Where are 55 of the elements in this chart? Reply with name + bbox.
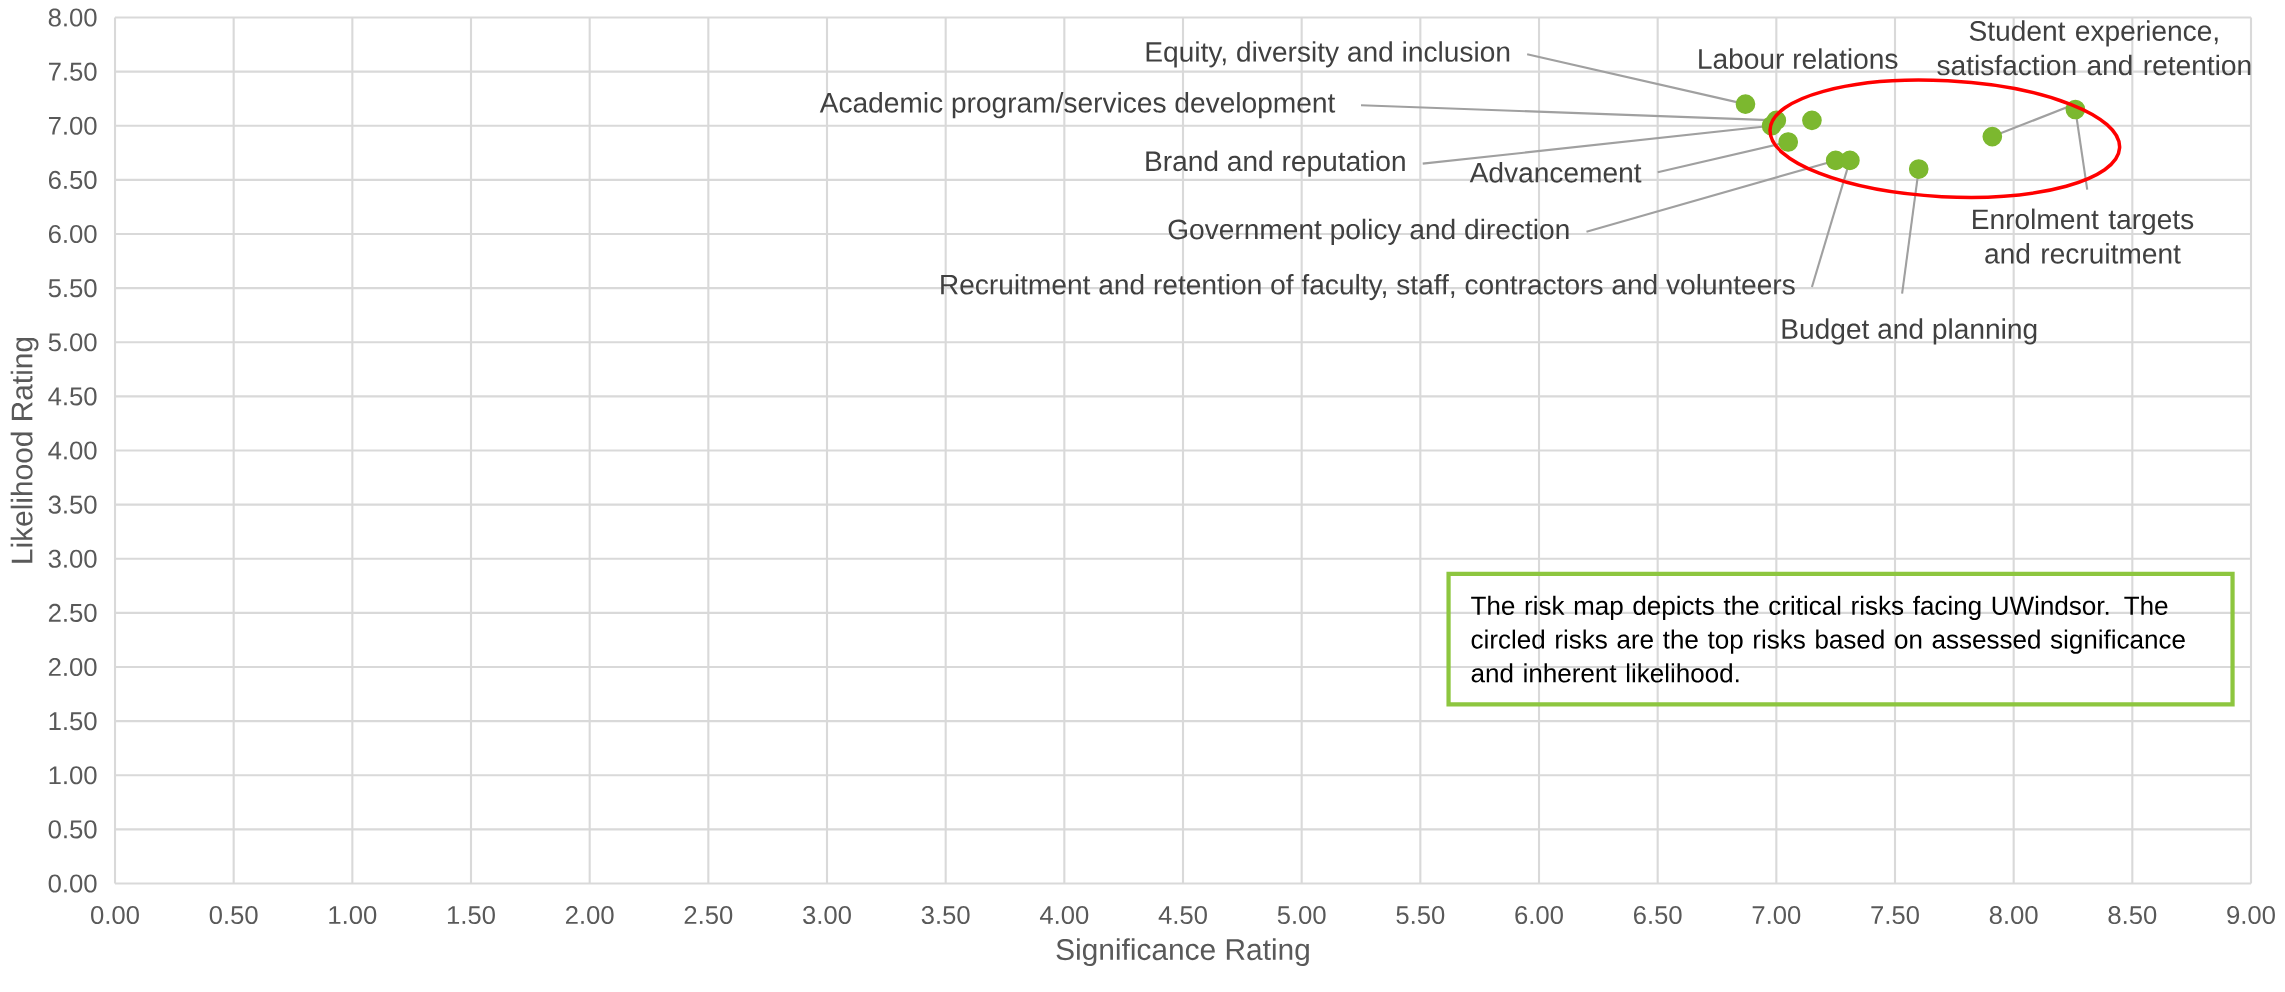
x-tick-label: 7.00: [1752, 906, 1801, 925]
annotation: Enrolment targets and recruitment: [1973, 208, 2194, 264]
x-tick-label: 4.50: [1158, 906, 1207, 925]
y-tick-label: 7.50: [48, 62, 97, 81]
point: [1778, 132, 1799, 153]
y-tick-label: 6.50: [48, 171, 97, 190]
x-tick-label: 5.00: [1277, 906, 1326, 925]
y-tick-label: 0.00: [48, 874, 97, 893]
point: [1802, 110, 1822, 131]
y-tick-label: 8.00: [48, 8, 97, 27]
y-tick-label: 6.00: [48, 225, 97, 244]
y-tick-label: 0.50: [48, 820, 97, 839]
y-tick-label: 3.50: [48, 495, 97, 514]
x-tick-label: 0.50: [209, 906, 258, 925]
y-tick-label: 2.00: [48, 658, 97, 677]
x-tick-label: 4.00: [1039, 906, 1089, 925]
annotation: Academic program/services development: [819, 92, 1336, 119]
x-tick-label: 3.50: [921, 906, 970, 925]
y-tick-label: 7.00: [48, 116, 97, 136]
x-tick-label: 7.50: [1871, 906, 1919, 925]
y-axis-title: Likelihood Rating: [10, 338, 39, 563]
y-tick-label: 1.00: [49, 766, 97, 785]
annotation: The risk map depicts the critical risks facing UWindsor. The circled risks are the top risks based on assessed significance and inherent likelihood.: [1471, 596, 2185, 683]
y-tick-label: 5.50: [48, 279, 97, 298]
point: [1735, 94, 1756, 115]
x-tick-label: 1.50: [447, 906, 495, 925]
y-tick-label: 1.50: [49, 712, 97, 731]
x-axis-title: Significance Rating: [1056, 938, 1309, 967]
x-tick-label: 8.50: [2108, 906, 2157, 925]
point: [1908, 159, 1929, 180]
x-tick-label: 5.50: [1396, 906, 1445, 925]
y-tick-label: 4.50: [48, 387, 97, 406]
y-tick-label: 4.00: [48, 441, 97, 460]
y-tick-label: 3.00: [48, 549, 97, 569]
annotation: Recruitment and retention of faculty, staff, contractors and volunteers: [941, 274, 1795, 301]
x-tick-label: 2.50: [684, 906, 733, 925]
x-tick-label: 6.50: [1634, 906, 1682, 925]
point: [1840, 150, 1860, 171]
point: [1982, 126, 2003, 147]
x-tick-label: 9.00: [2227, 906, 2275, 925]
annotation: Student experience, satisfaction and retention: [1937, 20, 2251, 76]
annotation: Labour relations: [1699, 48, 1898, 70]
annotation: Budget and planning: [1782, 318, 2037, 345]
annotation: Advancement: [1469, 162, 1642, 183]
x-tick-label: 6.00: [1515, 906, 1563, 925]
x-tick-label: 0.00: [91, 906, 139, 925]
x-tick-label: 1.00: [329, 906, 377, 925]
y-tick-label: 5.00: [48, 333, 97, 352]
y-tick-label: 2.50: [48, 604, 97, 623]
x-tick-label: 3.00: [803, 906, 851, 925]
annotation: Equity, diversity and inclusion: [1146, 41, 1510, 68]
annotation: Government policy and direction: [1168, 218, 1569, 246]
x-tick-label: 2.00: [565, 906, 614, 925]
annotation: Brand and reputation: [1146, 150, 1405, 178]
x-tick-label: 8.00: [1989, 906, 2038, 925]
